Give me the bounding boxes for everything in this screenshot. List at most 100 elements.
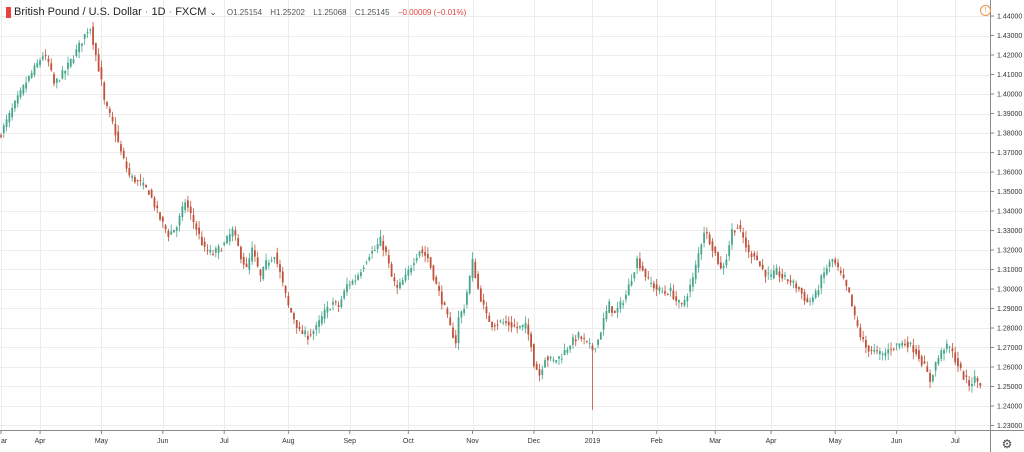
candle-up xyxy=(320,316,323,324)
candle-up xyxy=(315,325,318,330)
alert-icon[interactable]: ! xyxy=(980,5,991,16)
candle-up xyxy=(379,236,382,246)
candle-up xyxy=(499,320,502,322)
candle-up xyxy=(549,356,552,359)
candle-down xyxy=(117,131,120,142)
candle-up xyxy=(524,322,527,329)
candle-up xyxy=(410,267,413,273)
y-tick-label: 1.33000 xyxy=(997,228,1022,235)
candle-up xyxy=(683,300,686,306)
gear-icon[interactable]: ⚙ xyxy=(1001,437,1013,451)
candle-down xyxy=(111,116,114,122)
interval-label[interactable]: 1D xyxy=(151,6,166,18)
candle-down xyxy=(680,303,683,305)
candle-up xyxy=(58,80,61,82)
candle-down xyxy=(103,82,106,100)
candle-up xyxy=(934,362,937,371)
candle-down xyxy=(507,321,510,326)
candle-up xyxy=(563,349,566,355)
y-tick-label: 1.24000 xyxy=(997,404,1022,411)
candle-up xyxy=(973,376,976,383)
source-label[interactable]: FXCM xyxy=(175,6,207,18)
candle-down xyxy=(200,236,203,246)
candle-up xyxy=(602,318,605,330)
candle-down xyxy=(798,287,800,289)
candle-down xyxy=(747,244,750,253)
chevron-down-icon[interactable]: ⌄ xyxy=(209,6,217,17)
candle-down xyxy=(848,287,851,293)
y-tick-label: 1.34000 xyxy=(997,209,1022,216)
candle-up xyxy=(142,182,145,186)
candle-down xyxy=(538,369,541,376)
candle-up xyxy=(184,202,187,211)
candle-up xyxy=(572,337,574,345)
candle-down xyxy=(440,291,443,305)
candle-up xyxy=(41,56,44,60)
candle-down xyxy=(926,366,929,372)
candle-up xyxy=(265,260,267,270)
open-value: O1.25154 xyxy=(226,7,263,17)
high-value: H1.25202 xyxy=(270,7,305,17)
candle-down xyxy=(108,108,111,114)
candle-down xyxy=(876,350,878,352)
candle-down xyxy=(159,212,161,220)
candle-up xyxy=(468,276,471,294)
candle-down xyxy=(574,339,577,342)
candle-up xyxy=(357,275,360,280)
candle-down xyxy=(959,363,962,368)
candle-down xyxy=(929,372,931,382)
candle-down xyxy=(672,290,675,300)
change-value: −0.00009 (−0.01%) xyxy=(397,7,467,17)
candle-down xyxy=(750,253,753,258)
candle-down xyxy=(865,340,867,348)
candle-up xyxy=(519,325,521,328)
candle-down xyxy=(870,349,873,351)
candle-down xyxy=(195,223,198,230)
candle-down xyxy=(968,380,971,386)
candle-down xyxy=(806,298,809,303)
candle-up xyxy=(463,309,466,314)
candle-up xyxy=(248,258,251,270)
candle-down xyxy=(845,279,848,287)
candle-down xyxy=(976,378,979,382)
candle-down xyxy=(639,258,641,269)
candle-down xyxy=(675,296,678,302)
candle-down xyxy=(426,253,429,259)
legend-separator: · xyxy=(144,6,149,18)
x-tick-label: Oct xyxy=(403,438,414,445)
candle-down xyxy=(839,270,842,274)
candle-up xyxy=(326,306,329,313)
candle-down xyxy=(446,308,449,315)
candle-down xyxy=(583,337,586,339)
candle-up xyxy=(64,70,67,74)
candle-down xyxy=(337,305,340,307)
x-tick-label: Jun xyxy=(891,438,902,445)
candle-up xyxy=(686,296,689,302)
x-tick-label: Jul xyxy=(220,438,229,445)
candle-up xyxy=(346,284,348,293)
candle-down xyxy=(203,241,206,247)
candle-up xyxy=(940,350,943,359)
candle-down xyxy=(125,161,128,169)
candle-down xyxy=(764,269,767,277)
x-tick-label: Apr xyxy=(766,438,778,445)
candle-up xyxy=(39,60,41,65)
candle-down xyxy=(789,280,792,283)
candle-up xyxy=(792,280,795,283)
candle-up xyxy=(2,125,5,133)
ohlc-values: O1.25154 H1.25202 L1.25068 C1.25145 −0.0… xyxy=(227,8,472,17)
candle-down xyxy=(161,216,164,222)
candle-down xyxy=(432,265,435,280)
candle-up xyxy=(25,82,28,89)
x-tick-label: Apr xyxy=(35,438,47,445)
candle-up xyxy=(373,250,376,252)
candle-down xyxy=(100,67,103,80)
candle-down xyxy=(287,295,290,306)
candle-up xyxy=(413,263,415,266)
candle-up xyxy=(931,374,934,382)
candle-up xyxy=(689,284,692,292)
candle-up xyxy=(636,258,639,269)
candle-up xyxy=(214,248,217,253)
symbol-name[interactable]: British Pound / U.S. Dollar xyxy=(14,6,142,18)
